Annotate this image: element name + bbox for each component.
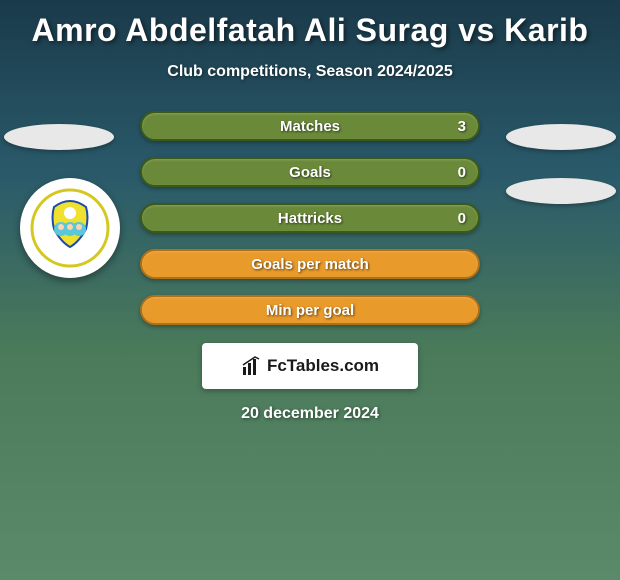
subtitle: Club competitions, Season 2024/2025 [0,63,620,81]
decor-oval-right-bottom [506,178,616,204]
stat-right-value: 0 [458,164,466,181]
stat-label: Hattricks [278,210,342,227]
decor-oval-left [4,124,114,150]
page-title: Amro Abdelfatah Ali Surag vs Karib [0,0,620,49]
club-badge [20,178,120,278]
stat-label: Min per goal [266,302,354,319]
stat-label: Goals per match [251,256,369,273]
footer-date: 20 december 2024 [0,405,620,423]
stat-row: Matches 3 [140,111,480,141]
decor-oval-right-top [506,124,616,150]
stat-row: Goals per match [140,249,480,279]
stat-right-value: 0 [458,210,466,227]
club-badge-icon [29,187,111,269]
stat-row: Goals 0 [140,157,480,187]
stat-row: Min per goal [140,295,480,325]
stat-row: Hattricks 0 [140,203,480,233]
branding-logo: FcTables.com [241,355,379,377]
stat-label: Matches [280,118,340,135]
stat-right-value: 3 [458,118,466,135]
branding-box[interactable]: FcTables.com [202,343,418,389]
branding-text: FcTables.com [267,356,379,376]
chart-icon [241,355,263,377]
stat-label: Goals [289,164,331,181]
